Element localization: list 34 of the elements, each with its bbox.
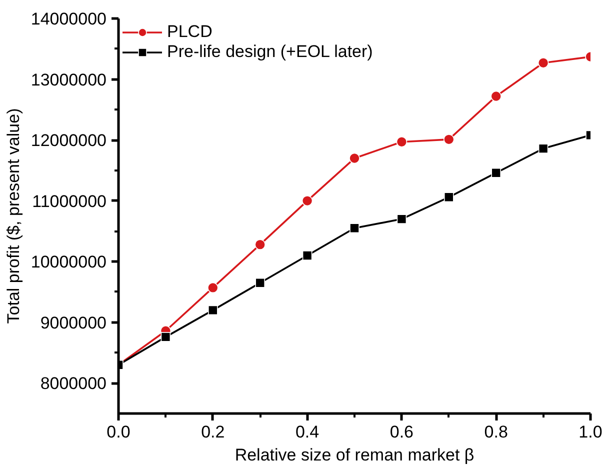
x-tick-label: 0.4 bbox=[295, 422, 320, 442]
x-tick-label: 1.0 bbox=[578, 422, 602, 442]
point bbox=[208, 305, 218, 316]
point bbox=[538, 144, 548, 154]
x-tick-label: 0.6 bbox=[390, 422, 414, 442]
y-tick-label: 14000000 bbox=[30, 10, 107, 28]
point bbox=[444, 192, 454, 202]
x-axis-title: Relative size of reman market β bbox=[234, 446, 474, 464]
point bbox=[349, 152, 360, 164]
point bbox=[350, 223, 360, 234]
point bbox=[491, 168, 501, 178]
point bbox=[302, 250, 312, 260]
y-axis-title: Total profit ($, present value) bbox=[4, 108, 23, 324]
point bbox=[208, 282, 218, 294]
point bbox=[444, 134, 454, 145]
point bbox=[490, 90, 502, 102]
y-tick-label: 8000000 bbox=[40, 374, 107, 394]
point bbox=[255, 278, 265, 288]
point bbox=[396, 214, 407, 224]
legend-label: PLCD bbox=[167, 22, 212, 42]
point bbox=[160, 332, 171, 342]
point bbox=[538, 57, 549, 68]
legend-label: Pre-life design (+EOL later) bbox=[167, 42, 373, 62]
x-tick-label: 0.8 bbox=[484, 422, 508, 442]
y-tick-label: 12000000 bbox=[30, 131, 107, 150]
x-tick-label: 0.2 bbox=[201, 422, 225, 442]
point bbox=[254, 239, 266, 250]
point bbox=[302, 195, 313, 206]
y-tick-label: 13000000 bbox=[30, 70, 107, 90]
y-tick-label: 9000000 bbox=[40, 313, 107, 332]
point bbox=[396, 136, 408, 148]
x-tick-label: 0.0 bbox=[106, 422, 130, 442]
y-tick-label: 10000000 bbox=[30, 252, 107, 272]
y-tick-label: 11000000 bbox=[32, 192, 106, 211]
